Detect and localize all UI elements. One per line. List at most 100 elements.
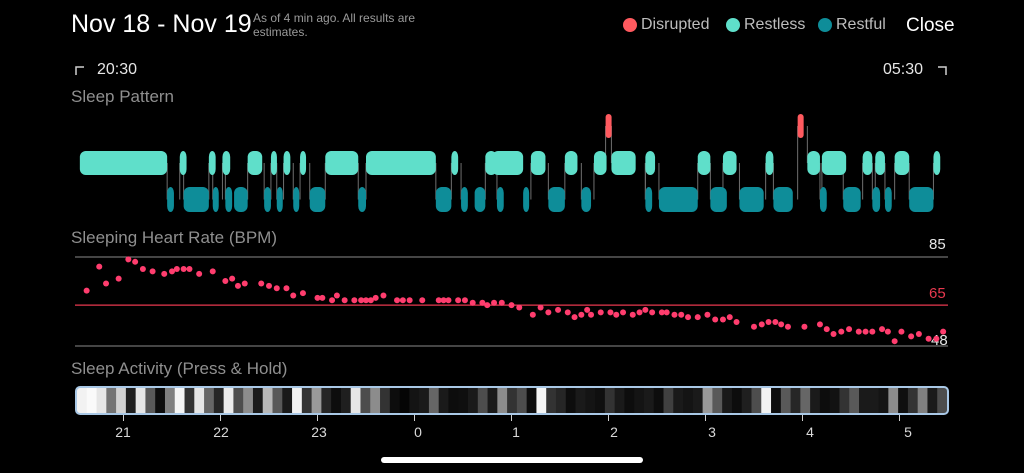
hr-point [613,311,620,318]
hr-point [469,299,476,306]
hr-point [461,297,468,304]
sleep-stage-block [710,187,727,212]
activity-cell [409,388,420,413]
hr-point [855,328,862,335]
hr-point [564,309,571,316]
activity-cell [468,388,479,413]
sleep-stage-block [325,151,359,175]
activity-cell [340,388,352,413]
hr-point [712,316,719,323]
hr-point [636,309,643,316]
hr-point [816,321,823,328]
hr-point [132,258,139,265]
legend-disrupted-label: Disrupted [641,16,710,33]
x-axis-label: 22 [213,424,229,440]
hr-point [115,275,122,282]
close-button[interactable]: Close [906,15,955,36]
activity-cell [380,388,391,413]
activity-cell [125,388,137,413]
sleep-stage-block [807,151,820,175]
sleep-pattern-title: Sleep Pattern [71,87,175,106]
hr-point [290,292,297,299]
sleep-stage-block [872,187,881,212]
sleep-stage-block [564,151,578,175]
x-axis-label: 2 [610,424,618,440]
restful-dot-icon [818,18,832,32]
hr-point [869,328,876,335]
hr-point [884,328,891,335]
page-title: Nov 18 - Nov 19 [71,10,252,38]
hr-point [516,304,523,311]
hr-point [222,278,229,285]
heart-rate-title: Sleeping Heart Rate (BPM) [71,228,277,247]
hr-point [838,328,845,335]
sleep-stage-block [474,187,486,212]
activity-cell [663,388,674,413]
hr-point [258,280,265,287]
x-axis-label: 21 [115,424,131,440]
activity-cell [311,388,322,413]
legend-restless-label: Restless [744,16,806,33]
hr-point [186,266,193,273]
hr-point [784,323,791,330]
hr-point [419,297,426,304]
activity-cell [536,388,547,413]
hr-point [898,328,905,335]
activity-cell [360,388,371,413]
hr-point [399,297,406,304]
hr-point [629,311,636,318]
sleep-stage-block [548,187,565,212]
sleep-stage-block [530,151,546,175]
hr-point [862,328,869,335]
activity-cell [907,388,919,413]
activity-cell [585,388,596,413]
activity-cell [135,388,147,413]
activity-cell [145,388,156,413]
activity-cell [927,388,938,413]
activity-cell [526,388,538,413]
activity-cell [155,388,166,413]
sleep-stage-block [276,187,283,212]
hr-point [479,299,486,306]
activity-cell [487,388,498,413]
hr-point [435,297,442,304]
activity-cell [77,388,88,413]
hr-point [319,294,326,301]
x-axis-label: 1 [512,424,520,440]
hr-point [571,314,578,321]
activity-cell [213,388,225,413]
sleep-stage-block [358,187,366,212]
hr-point [671,311,678,318]
hr-point [484,302,491,309]
hr-point [649,309,656,316]
activity-cell [174,388,186,413]
hr-point [341,297,348,304]
hr-point [96,263,103,270]
sleep-stage-block [283,151,291,175]
sleep-stage-block [523,187,530,212]
hr-point [358,297,365,304]
hr-point [846,326,853,333]
hr-point [83,287,90,294]
sleep-stage-block [773,187,793,212]
sleep-stage-block [461,187,468,212]
activity-cell [184,388,195,413]
sleep-stage-block [697,151,711,175]
activity-cell [350,388,362,413]
home-indicator[interactable] [381,457,643,463]
activity-cell [282,388,293,413]
hr-point [685,314,692,321]
activity-cell [595,388,606,413]
activity-cell [937,388,948,413]
activity-cell [712,388,723,413]
activity-cell [643,388,655,413]
sleep-stage-block [492,151,524,175]
hr-point [380,292,387,299]
hr-point [678,311,685,318]
hr-point [234,282,241,289]
sleep-stage-block [293,187,300,212]
hr-point [758,321,765,328]
